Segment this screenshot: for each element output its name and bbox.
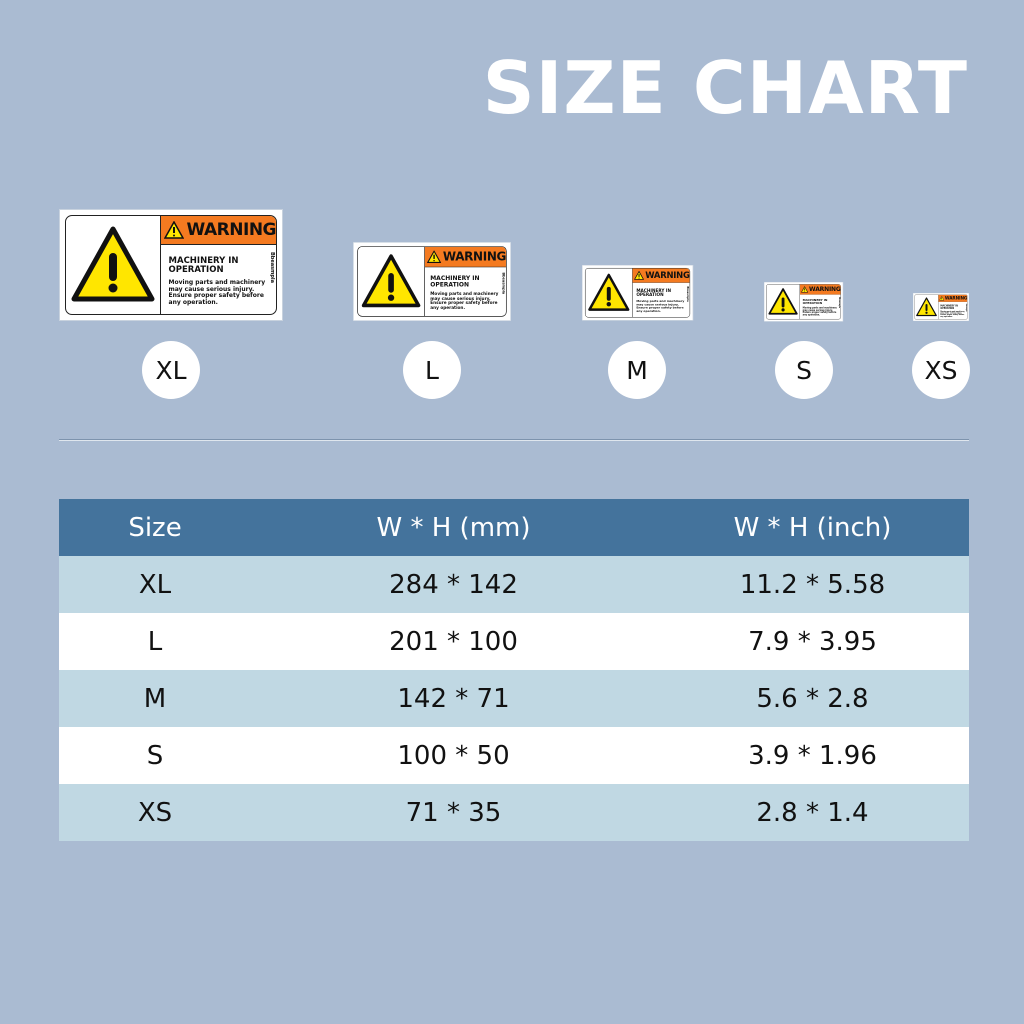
warning-sign-sample: WARNING MACHINERY IN OPERATION Moving pa…: [582, 265, 694, 321]
size-badge-s: S: [775, 341, 833, 399]
sign-body: Moving parts and machinery may cause ser…: [940, 310, 965, 318]
cell-inch: 7.9 * 3.95: [656, 613, 969, 670]
cell-mm: 201 * 100: [251, 613, 656, 670]
table-row: S 100 * 50 3.9 * 1.96: [59, 727, 969, 784]
sign-heading: MACHINERY IN OPERATION: [940, 304, 958, 310]
sign-body: Moving parts and machinery may cause ser…: [168, 279, 266, 306]
table-row: L 201 * 100 7.9 * 3.95: [59, 613, 969, 670]
warning-small-icon: [939, 296, 945, 301]
sign-l: WARNING MACHINERY IN OPERATION Moving pa…: [353, 242, 511, 321]
table-header: Size W * H (mm) W * H (inch): [59, 499, 969, 556]
cell-mm: 142 * 71: [251, 670, 656, 727]
warning-small-icon: [633, 270, 644, 280]
size-badge-xl: XL: [142, 341, 200, 399]
warning-triangle-icon: [916, 297, 937, 317]
table-row: M 142 * 71 5.6 * 2.8: [59, 670, 969, 727]
cell-inch: 3.9 * 1.96: [656, 727, 969, 784]
cell-inch: 11.2 * 5.58: [656, 556, 969, 613]
cell-size: S: [59, 727, 251, 784]
sign-heading: MACHINERY IN OPERATION: [430, 275, 480, 289]
page-title: SIZE CHART: [482, 46, 968, 130]
warning-text: WARNING: [186, 220, 276, 240]
table-row: XS 71 * 35 2.8 * 1.4: [59, 784, 969, 841]
cell-size: XL: [59, 556, 251, 613]
sign-heading: MACHINERY IN OPERATION: [636, 288, 672, 298]
warning-sign-sample: WARNING MACHINERY IN OPERATION Moving pa…: [764, 282, 844, 322]
table-row: XL 284 * 142 11.2 * 5.58: [59, 556, 969, 613]
warning-sign-sample: WARNING MACHINERY IN OPERATION Moving pa…: [353, 242, 511, 321]
sign-side-text: Bbeasmpla: [838, 297, 841, 309]
size-badge-xs: XS: [912, 341, 970, 399]
warning-text: WARNING: [809, 285, 841, 293]
warning-small-icon: [426, 250, 441, 263]
header-inch: W * H (inch): [656, 499, 969, 556]
header-size: Size: [59, 499, 251, 556]
sign-side-text: Bbeasmpla: [501, 272, 506, 295]
warning-small-icon: [163, 221, 184, 239]
size-badge-m: M: [608, 341, 666, 399]
warning-text: WARNING: [944, 295, 968, 301]
cell-mm: 284 * 142: [251, 556, 656, 613]
divider: [59, 439, 969, 441]
sign-body: Moving parts and machinery may cause ser…: [802, 306, 837, 317]
sign-heading: MACHINERY IN OPERATION: [168, 256, 239, 275]
sign-body: Moving parts and machinery may cause ser…: [636, 299, 685, 313]
cell-mm: 100 * 50: [251, 727, 656, 784]
sign-side-text: Bbeasmpla: [686, 286, 690, 302]
sign-side-text: Bbeasmpla: [269, 252, 275, 284]
sign-body: Moving parts and machinery may cause ser…: [430, 291, 499, 311]
warning-triangle-icon: [768, 288, 798, 315]
header-mm: W * H (mm): [251, 499, 656, 556]
warning-triangle-icon: [588, 273, 630, 311]
size-badge-l: L: [403, 341, 461, 399]
sign-heading: MACHINERY IN OPERATION: [802, 298, 828, 306]
cell-size: XS: [59, 784, 251, 841]
warning-small-icon: [800, 286, 808, 293]
warning-triangle-icon: [71, 226, 155, 302]
warning-sign-sample: WARNING MACHINERY IN OPERATION Moving pa…: [59, 209, 283, 321]
sign-s: WARNING MACHINERY IN OPERATION Moving pa…: [764, 282, 844, 322]
warning-text: WARNING: [645, 270, 690, 281]
cell-inch: 2.8 * 1.4: [656, 784, 969, 841]
size-table: Size W * H (mm) W * H (inch) XL 284 * 142…: [59, 499, 969, 841]
warning-text: WARNING: [442, 249, 506, 264]
sign-m: WARNING MACHINERY IN OPERATION Moving pa…: [582, 265, 694, 321]
warning-sign-sample: WARNING MACHINERY IN OPERATION Moving pa…: [913, 293, 969, 321]
cell-mm: 71 * 35: [251, 784, 656, 841]
sign-side-text: Bbeasmpla: [965, 303, 968, 312]
cell-size: M: [59, 670, 251, 727]
sign-xs: WARNING MACHINERY IN OPERATION Moving pa…: [913, 293, 969, 321]
sign-xl: WARNING MACHINERY IN OPERATION Moving pa…: [59, 209, 283, 321]
cell-inch: 5.6 * 2.8: [656, 670, 969, 727]
warning-triangle-icon: [361, 254, 421, 308]
cell-size: L: [59, 613, 251, 670]
